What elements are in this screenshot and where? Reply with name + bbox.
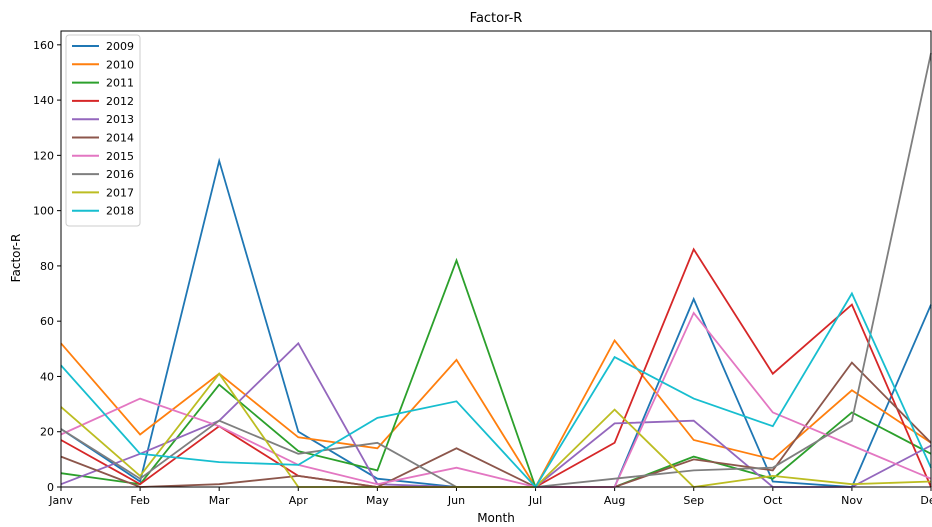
y-axis-label: Factor-R <box>9 234 23 283</box>
series-line-2014 <box>60 361 932 488</box>
legend-entry: 2016 <box>106 168 134 181</box>
x-tick-label: May <box>366 494 389 507</box>
legend-entry: 2018 <box>106 205 134 218</box>
x-tick-label: Feb <box>130 494 149 507</box>
legend-entry: 2012 <box>106 95 134 108</box>
series-line-2015 <box>60 311 932 488</box>
legend-entry: 2011 <box>106 77 134 90</box>
series-line-2013 <box>60 341 932 488</box>
series-line-2018 <box>60 291 932 489</box>
legend: 2009 2010 2011 2012 2013 2014 2015 2016 2017 2018 <box>65 34 141 227</box>
x-tick-label: Jul <box>528 494 542 507</box>
y-tick-label: 20 <box>40 426 54 439</box>
x-axis-ticks: Janv Feb Mar Apr May Jun Jul Aug Sep Oct Nov Dec <box>48 487 932 507</box>
y-tick-label: 40 <box>40 370 54 383</box>
y-tick-label: 60 <box>40 315 54 328</box>
legend-entry: 2015 <box>106 150 134 163</box>
x-tick-label: Sep <box>683 494 704 507</box>
x-axis-label: Month <box>477 511 515 525</box>
series-line-2009 <box>60 157 932 488</box>
x-tick-label: Mar <box>209 494 230 507</box>
y-tick-label: 100 <box>33 205 54 218</box>
plot-frame <box>60 30 932 488</box>
x-tick-label: Apr <box>289 494 309 507</box>
legend-entry: 2013 <box>106 113 134 126</box>
series-lines <box>60 52 932 489</box>
chart-title: Factor-R <box>470 11 523 26</box>
x-tick-label: Jun <box>447 494 465 507</box>
y-tick-label: 120 <box>33 149 54 162</box>
legend-entry: 2017 <box>106 186 134 199</box>
y-tick-label: 0 <box>47 481 54 494</box>
x-tick-label: Dec <box>920 494 932 507</box>
y-tick-label: 140 <box>33 94 54 107</box>
y-tick-label: 80 <box>40 260 54 273</box>
x-tick-label: Janv <box>48 494 73 507</box>
y-axis-ticks: 0 20 40 60 80 100 120 140 160 <box>33 39 61 494</box>
series-line-2010 <box>60 338 932 489</box>
x-tick-label: Oct <box>763 494 783 507</box>
legend-entry: 2009 <box>106 40 134 53</box>
x-tick-label: Aug <box>604 494 625 507</box>
series-line-2017 <box>60 372 932 488</box>
legend-entry: 2010 <box>106 58 134 71</box>
x-tick-label: Nov <box>841 494 863 507</box>
series-line-2011 <box>60 257 932 488</box>
y-tick-label: 160 <box>33 39 54 52</box>
legend-entry: 2014 <box>106 132 134 145</box>
